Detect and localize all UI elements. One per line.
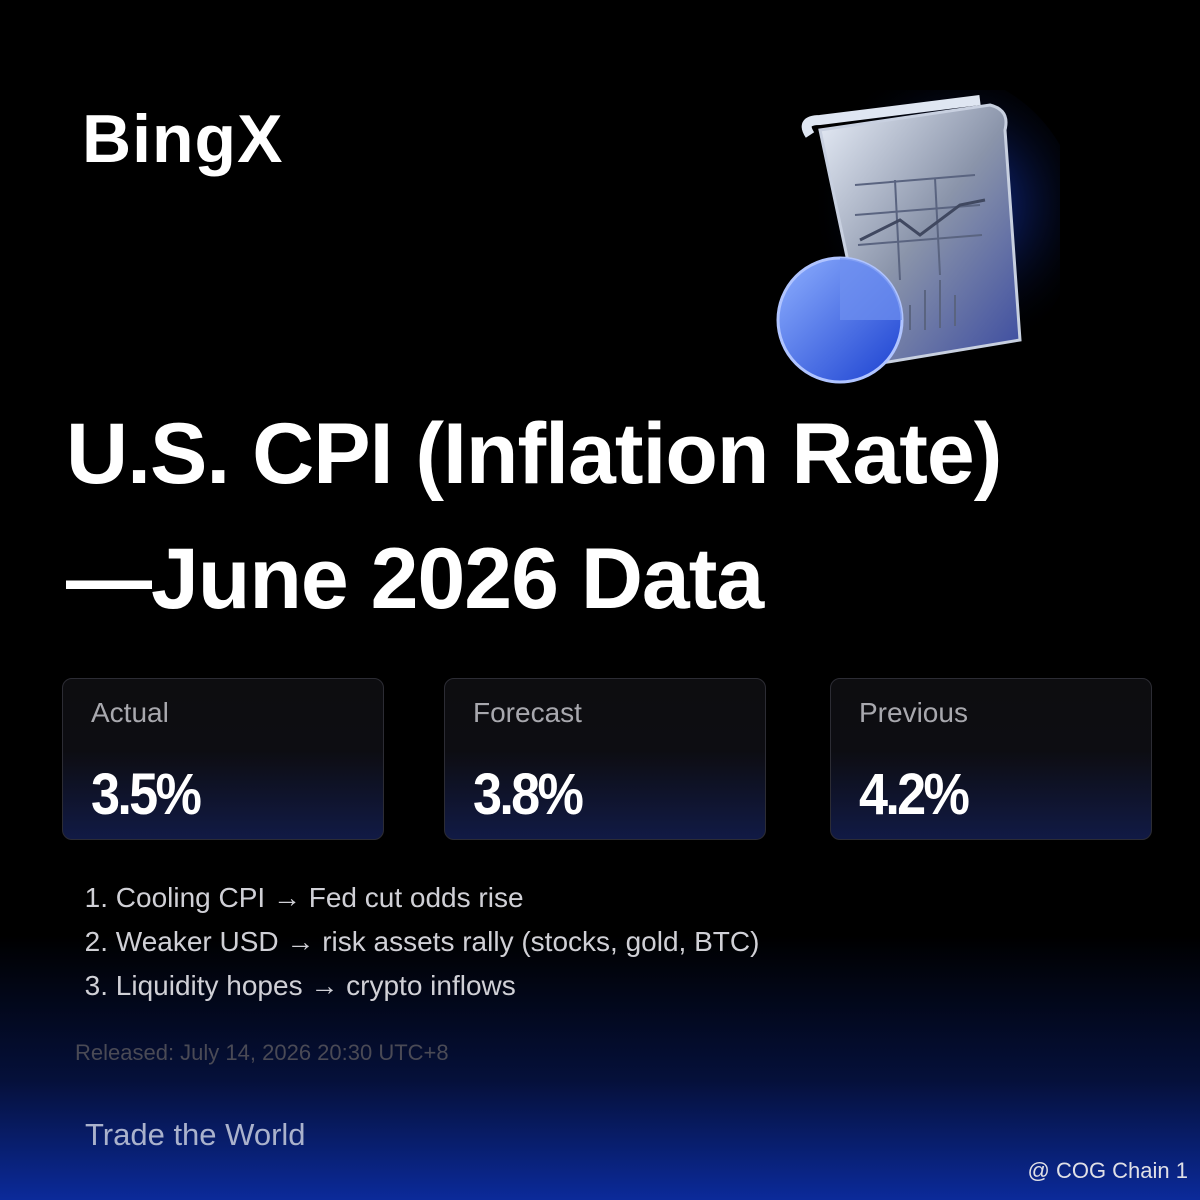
stat-card: Previous 4.2% — [830, 678, 1152, 840]
stat-value: 3.8% — [473, 762, 584, 827]
title-line: —June 2026 Data — [66, 531, 764, 627]
logo: BingX — [82, 101, 284, 177]
watermark: @ COG Chain 1 — [1027, 1158, 1189, 1183]
list-number: 1. — [84, 882, 108, 913]
list-number: 2. — [84, 926, 108, 957]
stat-label: Forecast — [473, 697, 582, 728]
list-number: 3. — [84, 970, 108, 1001]
list-text: Cooling CPI → Fed cut odds rise — [115, 882, 524, 913]
stat-label: Previous — [859, 697, 968, 728]
list-text: Weaker USD → risk assets rally (stocks, … — [115, 926, 760, 957]
stat-value: 3.5% — [91, 762, 202, 827]
stat-value: 4.2% — [859, 762, 970, 827]
stat-card: Actual 3.5% — [62, 678, 384, 840]
tagline: Trade the World — [85, 1117, 306, 1152]
list-item: 1. Cooling CPI → Fed cut odds rise — [75, 882, 524, 914]
list-text: Liquidity hopes → crypto inflows — [115, 970, 516, 1001]
title-line: U.S. CPI (Inflation Rate) — [66, 406, 1002, 502]
illustration — [776, 90, 1060, 384]
stat-label: Actual — [91, 697, 169, 728]
stat-card: Forecast 3.8% — [444, 678, 766, 840]
list-item: 2. Weaker USD → risk assets rally (stock… — [75, 926, 760, 958]
list-item: 3. Liquidity hopes → crypto inflows — [75, 970, 516, 1002]
release-time: Released: July 14, 2026 20:30 UTC+8 — [75, 1040, 449, 1065]
